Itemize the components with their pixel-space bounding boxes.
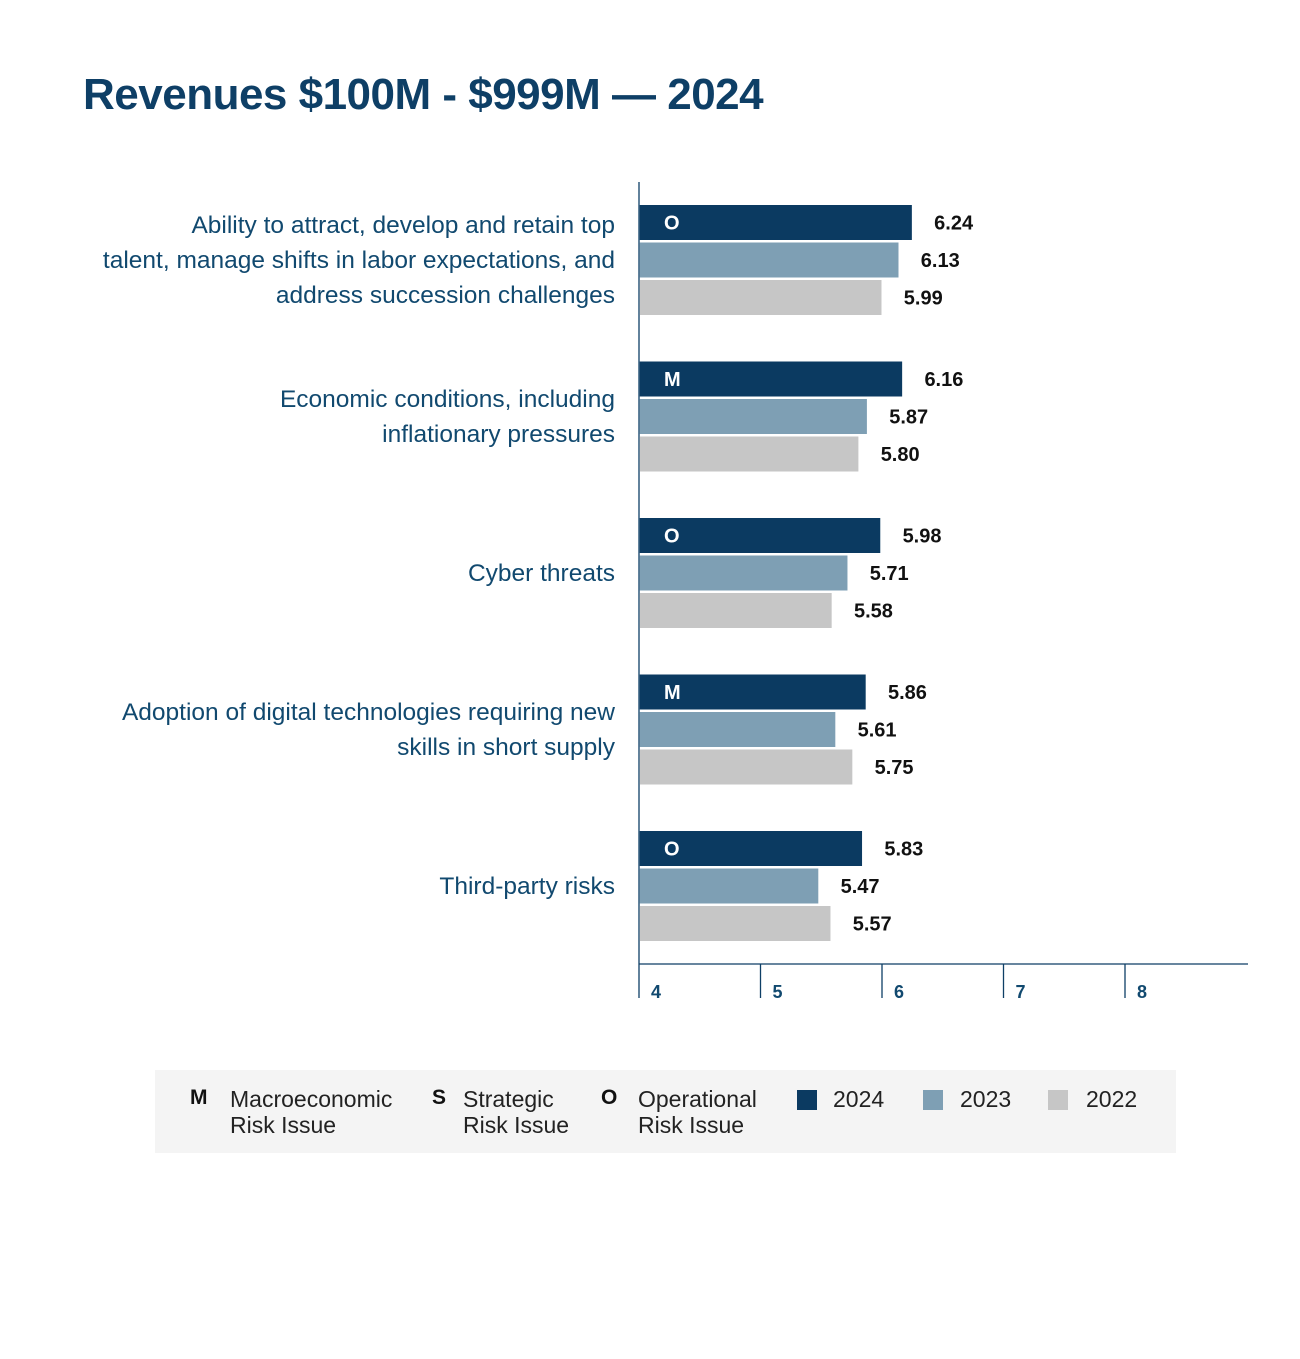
bar-2022 <box>639 436 859 472</box>
data-label: 5.83 <box>884 839 923 861</box>
legend-code-strategic: S <box>432 1086 447 1109</box>
legend-label: Macroeconomic <box>230 1086 393 1112</box>
x-tick-label: 6 <box>894 982 904 1002</box>
legend-code-operational: O <box>601 1086 618 1109</box>
bar-2024 <box>639 361 903 397</box>
category-label: Economic conditions, including inflationa… <box>280 386 615 448</box>
legend-swatch-2022 <box>1048 1090 1068 1110</box>
category-label: Third-party risks <box>439 873 615 900</box>
bar-2024 <box>639 205 912 240</box>
risk-code-label: M <box>664 369 681 391</box>
data-label: 5.58 <box>854 601 893 623</box>
legend-item-operational: Operational Risk Issue <box>638 1086 818 1138</box>
bar-2024 <box>639 518 881 553</box>
risk-code-label: O <box>664 839 680 861</box>
legend-swatch-2024 <box>797 1090 817 1110</box>
data-label: 5.86 <box>888 682 927 704</box>
data-label: 5.99 <box>904 288 943 310</box>
bar-2022 <box>639 593 832 628</box>
risk-code-label: O <box>664 213 680 235</box>
bar-2023 <box>639 399 867 434</box>
data-label: 5.80 <box>881 444 920 466</box>
legend-swatch-2023 <box>923 1090 943 1110</box>
bar-2024 <box>639 674 866 710</box>
legend-label-2024: 2024 <box>833 1086 885 1112</box>
bar-2022 <box>639 749 853 785</box>
bar-2023 <box>639 712 836 747</box>
legend-label: Strategic <box>463 1086 554 1112</box>
bar-2022 <box>639 280 882 315</box>
data-label: 5.57 <box>853 914 892 936</box>
legend-code-macroeconomic: M <box>190 1086 208 1109</box>
legend-label-2023: 2023 <box>960 1086 1012 1112</box>
legend-label: Risk Issue <box>230 1112 337 1138</box>
bar-2023 <box>639 555 848 591</box>
data-label: 5.71 <box>870 563 909 585</box>
legend-label: Operational <box>638 1086 757 1112</box>
legend-label: Risk Issue <box>638 1112 745 1138</box>
bar-2023 <box>639 868 819 904</box>
category-label: Adoption of digital technologies requiri… <box>122 699 616 761</box>
data-label: 5.47 <box>841 876 880 898</box>
risk-code-label: O <box>664 526 680 548</box>
data-label: 6.16 <box>924 369 963 391</box>
data-label: 5.61 <box>858 720 897 742</box>
x-tick-label: 8 <box>1137 982 1147 1002</box>
legend-item-macroeconomic: Macroeconomic Risk Issue <box>230 1086 410 1138</box>
legend-label: Risk Issue <box>463 1112 570 1138</box>
legend-item-strategic: Strategic Risk Issue <box>463 1086 643 1138</box>
bar-2024 <box>639 831 863 866</box>
data-label: 6.24 <box>934 213 974 235</box>
legend-label-2022: 2022 <box>1086 1086 1138 1112</box>
data-label: 5.87 <box>889 407 928 429</box>
risk-code-label: M <box>664 682 681 704</box>
x-tick-label: 7 <box>1016 982 1026 1002</box>
bar-2022 <box>639 906 831 941</box>
chart-title: Revenues $100M - $999M — 2024 <box>83 70 764 119</box>
data-label: 5.75 <box>875 757 914 779</box>
category-label: Cyber threats <box>468 560 615 587</box>
bar-chart: 4 5 6 7 8 6.24 6.13 5.99 O Ability to attract, de… <box>103 182 1248 1002</box>
bar-2023 <box>639 242 899 278</box>
data-label: 5.98 <box>903 526 942 548</box>
x-tick-label: 5 <box>773 982 783 1002</box>
data-label: 6.13 <box>921 250 960 272</box>
legend: M Macroeconomic Risk Issue S Strategic R… <box>155 1070 1176 1153</box>
x-tick-label: 4 <box>651 982 661 1002</box>
category-label: Ability to attract, develop and retain t… <box>103 212 615 309</box>
